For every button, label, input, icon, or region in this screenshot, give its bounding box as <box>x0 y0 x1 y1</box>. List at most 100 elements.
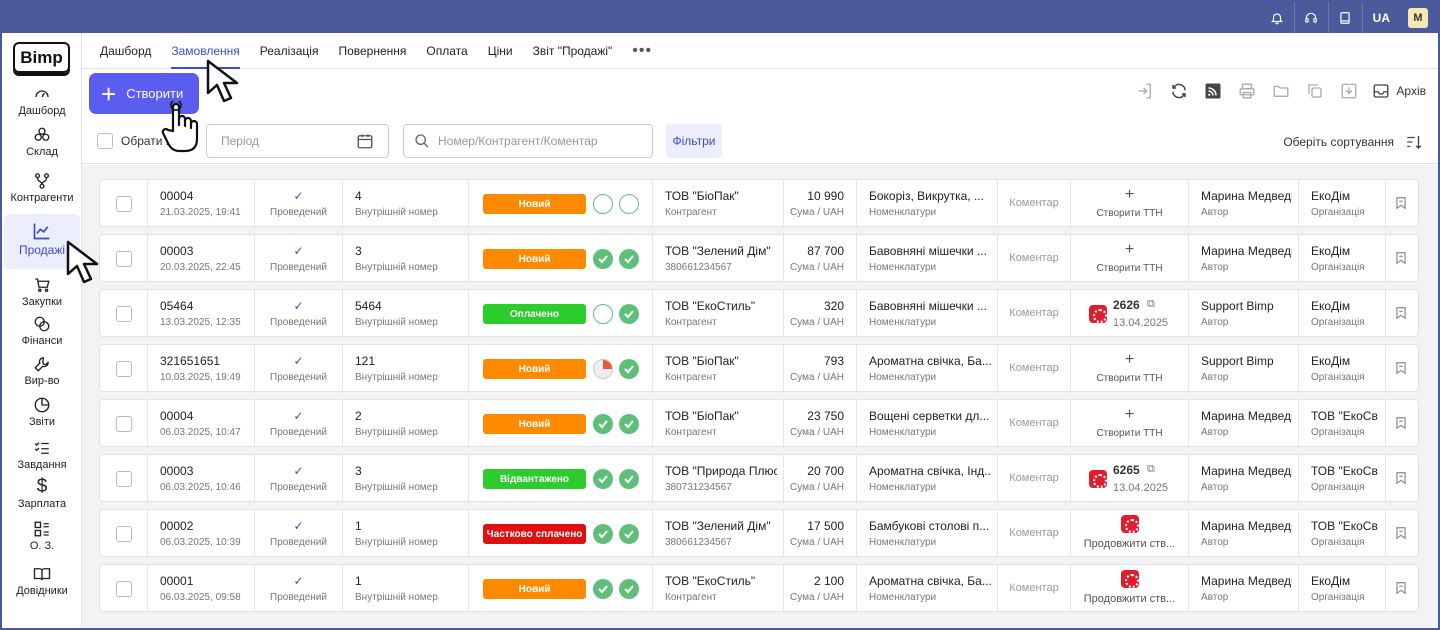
comment-field[interactable]: Коментар <box>1009 472 1059 484</box>
order-row[interactable]: 00002 06.03.2025, 10:39 ✓ Проведений 1 Внутрі… <box>99 509 1419 558</box>
sidebar-item-purchases[interactable]: Закупки <box>2 276 82 308</box>
select-all-checkbox[interactable] <box>97 133 113 149</box>
order-number[interactable]: 00003 <box>160 464 194 478</box>
sidebar-item-salary[interactable]: $ Зарплата <box>2 477 82 510</box>
status-badge[interactable]: Новий <box>483 579 586 599</box>
bookmark-icon[interactable] <box>1386 415 1416 431</box>
contractor-name[interactable]: ТОВ "БіоПак" <box>665 354 739 368</box>
order-number[interactable]: 00003 <box>160 244 194 258</box>
order-row[interactable]: 00001 06.03.2025, 09:58 ✓ Проведений 1 Внутрі… <box>99 564 1419 613</box>
ttn-number[interactable]: 6265 <box>1113 463 1140 477</box>
comment-field[interactable]: Коментар <box>1009 417 1059 429</box>
comment-field[interactable]: Коментар <box>1009 362 1059 374</box>
status-badge[interactable]: Новий <box>483 359 586 379</box>
order-row[interactable]: 00003 06.03.2025, 10:46 ✓ Проведений 3 Внутрі… <box>99 454 1419 503</box>
sidebar-item-fixed-assets[interactable]: О. З. <box>2 520 82 552</box>
status-badge[interactable]: Новий <box>483 194 586 214</box>
shipment-status-done-icon[interactable] <box>619 304 639 324</box>
filters-button[interactable]: Фільтри <box>666 124 722 158</box>
copy-icon[interactable]: ⧉ <box>1147 298 1155 310</box>
payment-status-done-icon[interactable] <box>593 414 613 434</box>
add-tth-icon[interactable]: + <box>1124 186 1135 203</box>
user-avatar[interactable]: M <box>1408 7 1428 28</box>
search-input[interactable]: Номер/Контрагент/Коментар <box>403 124 653 158</box>
add-tth-icon[interactable]: + <box>1124 406 1135 423</box>
contractor-name[interactable]: ТОВ "ЕкоСтиль" <box>665 299 756 313</box>
contractor-name[interactable]: ТОВ "БіоПак" <box>665 409 739 423</box>
order-number[interactable]: 00001 <box>160 574 194 588</box>
sidebar-item-production[interactable]: Вир-во <box>2 355 82 387</box>
row-checkbox[interactable] <box>116 581 132 597</box>
row-checkbox[interactable] <box>116 361 132 377</box>
comment-field[interactable]: Коментар <box>1009 307 1059 319</box>
shipment-status-done-icon[interactable] <box>619 249 639 269</box>
folder-icon[interactable] <box>1270 80 1292 102</box>
contractor-name[interactable]: ТОВ "Зелений Дім" <box>665 244 771 258</box>
shipment-status-done-icon[interactable] <box>619 579 639 599</box>
sort-select[interactable]: Оберіть сортування <box>1283 133 1424 151</box>
tab-sales-report[interactable]: Звіт "Продажі" <box>532 43 613 58</box>
bookmark-icon[interactable] <box>1386 360 1416 376</box>
order-number[interactable]: 321651651 <box>160 354 221 368</box>
bookmark-icon[interactable] <box>1386 580 1416 596</box>
add-tth-icon[interactable]: + <box>1124 351 1135 368</box>
create-tth-button[interactable]: Створити ТТН <box>1096 373 1163 384</box>
comment-field[interactable]: Коментар <box>1009 197 1059 209</box>
sidebar-item-reports[interactable]: Звіти <box>2 396 82 428</box>
headset-icon[interactable] <box>1295 2 1329 33</box>
continue-tth-button[interactable]: Продовжити ств... <box>1083 593 1176 605</box>
ttn-number[interactable]: 2626 <box>1113 298 1140 312</box>
tab-dashboard[interactable]: Дашборд <box>100 43 152 58</box>
select-all[interactable]: Обрати в <box>97 133 172 149</box>
download-box-icon[interactable] <box>1338 80 1360 102</box>
calendar-icon[interactable] <box>356 132 374 150</box>
period-input[interactable]: Період <box>206 124 389 158</box>
bookmark-icon[interactable] <box>1386 470 1416 486</box>
create-button[interactable]: + Створити <box>89 73 199 114</box>
status-badge[interactable]: Оплачено <box>483 304 586 324</box>
book-icon[interactable] <box>1329 2 1363 33</box>
comment-field[interactable]: Коментар <box>1009 252 1059 264</box>
tab-orders[interactable]: Замовлення <box>171 33 241 69</box>
status-badge[interactable]: Новий <box>483 414 586 434</box>
bookmark-icon[interactable] <box>1386 525 1416 541</box>
add-tth-icon[interactable]: + <box>1124 241 1135 258</box>
row-checkbox[interactable] <box>116 526 132 542</box>
sidebar-item-dashboard[interactable]: Дашборд <box>2 85 82 117</box>
sidebar-item-tasks[interactable]: Завдання <box>2 439 82 471</box>
import-icon[interactable] <box>1134 80 1156 102</box>
order-number[interactable]: 00004 <box>160 409 194 423</box>
bookmark-icon[interactable] <box>1386 250 1416 266</box>
sidebar-item-warehouse[interactable]: Склад <box>2 126 82 158</box>
comment-field[interactable]: Коментар <box>1009 582 1059 594</box>
status-badge[interactable]: Новий <box>483 249 586 269</box>
payment-status-empty-icon[interactable] <box>593 194 613 214</box>
contractor-name[interactable]: ТОВ "Природа Плюс <box>665 464 777 478</box>
payment-status-partial-icon[interactable] <box>593 359 613 379</box>
shipment-status-done-icon[interactable] <box>619 524 639 544</box>
sidebar-item-contractors[interactable]: Контрагенти <box>2 172 82 204</box>
continue-tth-button[interactable]: Продовжити ств... <box>1083 538 1176 550</box>
payment-status-done-icon[interactable] <box>593 579 613 599</box>
sidebar-item-finance[interactable]: Фінанси <box>2 315 82 347</box>
copy-icon[interactable]: ⧉ <box>1147 463 1155 475</box>
contractor-name[interactable]: ТОВ "ЕкоСтиль" <box>665 574 756 588</box>
shipment-status-done-icon[interactable] <box>619 414 639 434</box>
comment-field[interactable]: Коментар <box>1009 527 1059 539</box>
row-checkbox[interactable] <box>116 251 132 267</box>
payment-status-done-icon[interactable] <box>593 469 613 489</box>
row-checkbox[interactable] <box>116 196 132 212</box>
shipment-status-done-icon[interactable] <box>619 359 639 379</box>
status-badge[interactable]: Частково сплачено <box>483 524 586 544</box>
payment-status-empty-icon[interactable] <box>593 304 613 324</box>
order-row[interactable]: 00004 06.03.2025, 10:47 ✓ Проведений 2 Внутрі… <box>99 399 1419 448</box>
tab-realization[interactable]: Реалізація <box>259 43 319 58</box>
create-tth-button[interactable]: Створити ТТН <box>1096 263 1163 274</box>
refresh-icon[interactable] <box>1168 80 1190 102</box>
shipment-status-empty-icon[interactable] <box>619 194 639 214</box>
order-number[interactable]: 00004 <box>160 189 194 203</box>
order-row[interactable]: 05464 13.03.2025, 12:35 ✓ Проведений 5464 Вну… <box>99 289 1419 338</box>
language-switch[interactable]: UA <box>1372 10 1390 25</box>
contractor-name[interactable]: ТОВ "БіоПак" <box>665 189 739 203</box>
row-checkbox[interactable] <box>116 416 132 432</box>
